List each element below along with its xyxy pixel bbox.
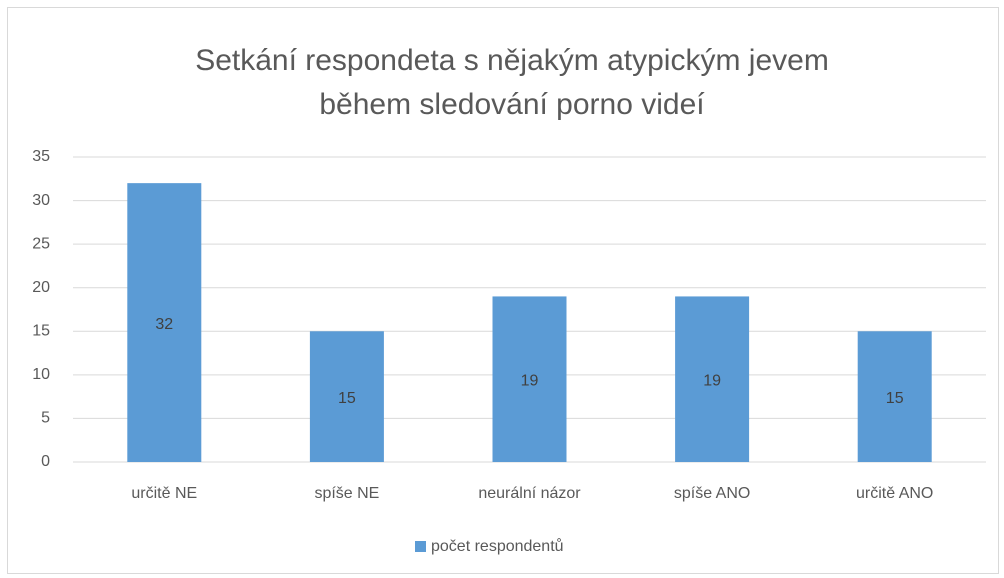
y-tick-label: 25 — [32, 235, 50, 252]
data-label: 32 — [155, 316, 173, 333]
data-label: 15 — [886, 390, 904, 407]
data-label: 15 — [338, 390, 356, 407]
chart-title: Setkání respondeta s nějakým atypickým j… — [195, 44, 829, 77]
y-tick-label: 20 — [32, 279, 50, 296]
bar — [127, 183, 202, 462]
bar — [309, 331, 384, 462]
chart-title: během sledování porno videí — [319, 88, 705, 121]
x-tick-label: určitě ANO — [856, 485, 933, 502]
x-tick-label: určitě NE — [131, 485, 197, 502]
y-tick-label: 10 — [32, 366, 50, 383]
y-tick-label: 5 — [41, 410, 50, 427]
y-tick-label: 30 — [32, 192, 50, 209]
data-label: 19 — [703, 372, 721, 389]
y-tick-label: 0 — [41, 453, 50, 470]
bar — [857, 331, 932, 462]
legend-label: počet respondentů — [431, 537, 564, 555]
bar — [492, 296, 567, 462]
x-tick-label: spíše NE — [314, 485, 379, 502]
x-tick-label: neurální názor — [478, 485, 581, 502]
bar — [675, 296, 750, 462]
data-label: 19 — [521, 372, 539, 389]
legend-swatch — [415, 541, 426, 552]
x-tick-label: spíše ANO — [674, 485, 750, 502]
y-tick-label: 35 — [32, 148, 50, 165]
y-tick-label: 15 — [32, 323, 50, 340]
